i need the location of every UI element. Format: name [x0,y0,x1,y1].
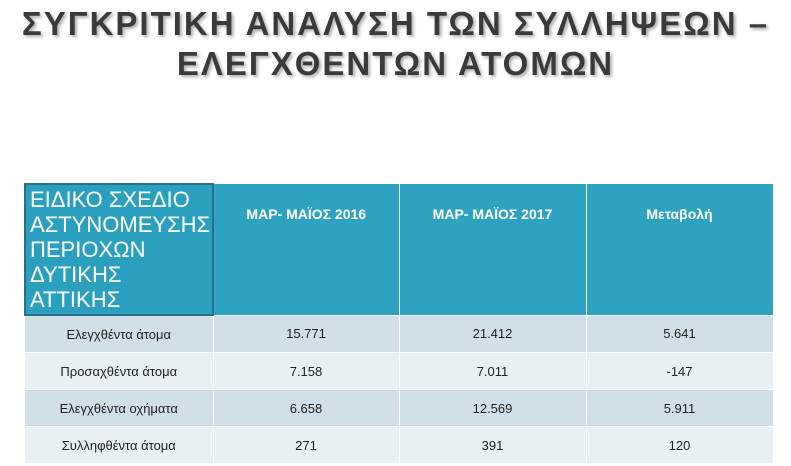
title-line: ΕΛΕΓΧΘΕΝΤΩΝ ΑΤΟΜΩΝ [176,45,615,82]
header-cell: Μεταβολή [586,184,774,315]
table-cell: Ελεγχθέντα οχήματα [25,389,214,427]
header-cell: ΜΑΡ- ΜΑΪΟΣ 2016 [213,184,400,315]
title: ΣΥΓΚΡΙΤΙΚΗ ΑΝΑΛΥΣΗ ΤΩΝ ΣΥΛΛΗΨΕΩΝ – ΕΛΕΓΧ… [0,4,791,84]
table-row: Συλληφθέντα άτομα 271 391 120 [25,426,774,463]
table-cell: 5.641 [586,314,774,353]
table-cell: 21.412 [399,314,587,353]
table-body: Ελεγχθέντα άτομα 15.771 21.412 5.641 Προσαχθ… [25,314,774,463]
header-row: ΕΙΔΙΚΟ ΣΧΕΔΙΟ ΑΣΤΥΝΟΜΕΥΣΗΣ ΠΕΡΙΟΧΩΝ ΔΥΤΙ… [24,183,774,316]
table-cell: Ελεγχθέντα άτομα [25,314,214,353]
title-line: ΣΥΓΚΡΙΤΙΚΗ ΑΝΑΛΥΣΗ ΤΩΝ ΣΥΛΛΗΨΕΩΝ – [21,5,770,42]
table-cell: 6.658 [213,389,400,427]
table-cell: 5.911 [586,389,774,427]
table-cell: 391 [399,426,587,463]
table: ΕΙΔΙΚΟ ΣΧΕΔΙΟ ΑΣΤΥΝΟΜΕΥΣΗΣ ΠΕΡΙΟΧΩΝ ΔΥΤΙ… [24,183,774,463]
table-cell: 7.011 [399,352,587,390]
table-row: Ελεγχθέντα άτομα 15.771 21.412 5.641 [25,314,774,353]
table-row: Προσαχθέντα άτομα 7.158 7.011 -147 [25,352,774,390]
table-cell: 120 [586,426,774,463]
table-cell: -147 [586,352,774,390]
table-row: Ελεγχθέντα οχήματα 6.658 12.569 5.911 [25,389,774,427]
header-cell: ΜΑΡ- ΜΑΪΟΣ 2017 [399,184,587,315]
header-cell: ΕΙΔΙΚΟ ΣΧΕΔΙΟ ΑΣΤΥΝΟΜΕΥΣΗΣ ΠΕΡΙΟΧΩΝ ΔΥΤΙ… [24,183,214,316]
table-cell: Προσαχθέντα άτομα [25,352,214,390]
table-cell: 271 [213,426,400,463]
table-cell: 7.158 [213,352,400,390]
table-cell: 15.771 [213,314,400,353]
table-cell: Συλληφθέντα άτομα [25,426,214,463]
table-cell: 12.569 [399,389,587,427]
